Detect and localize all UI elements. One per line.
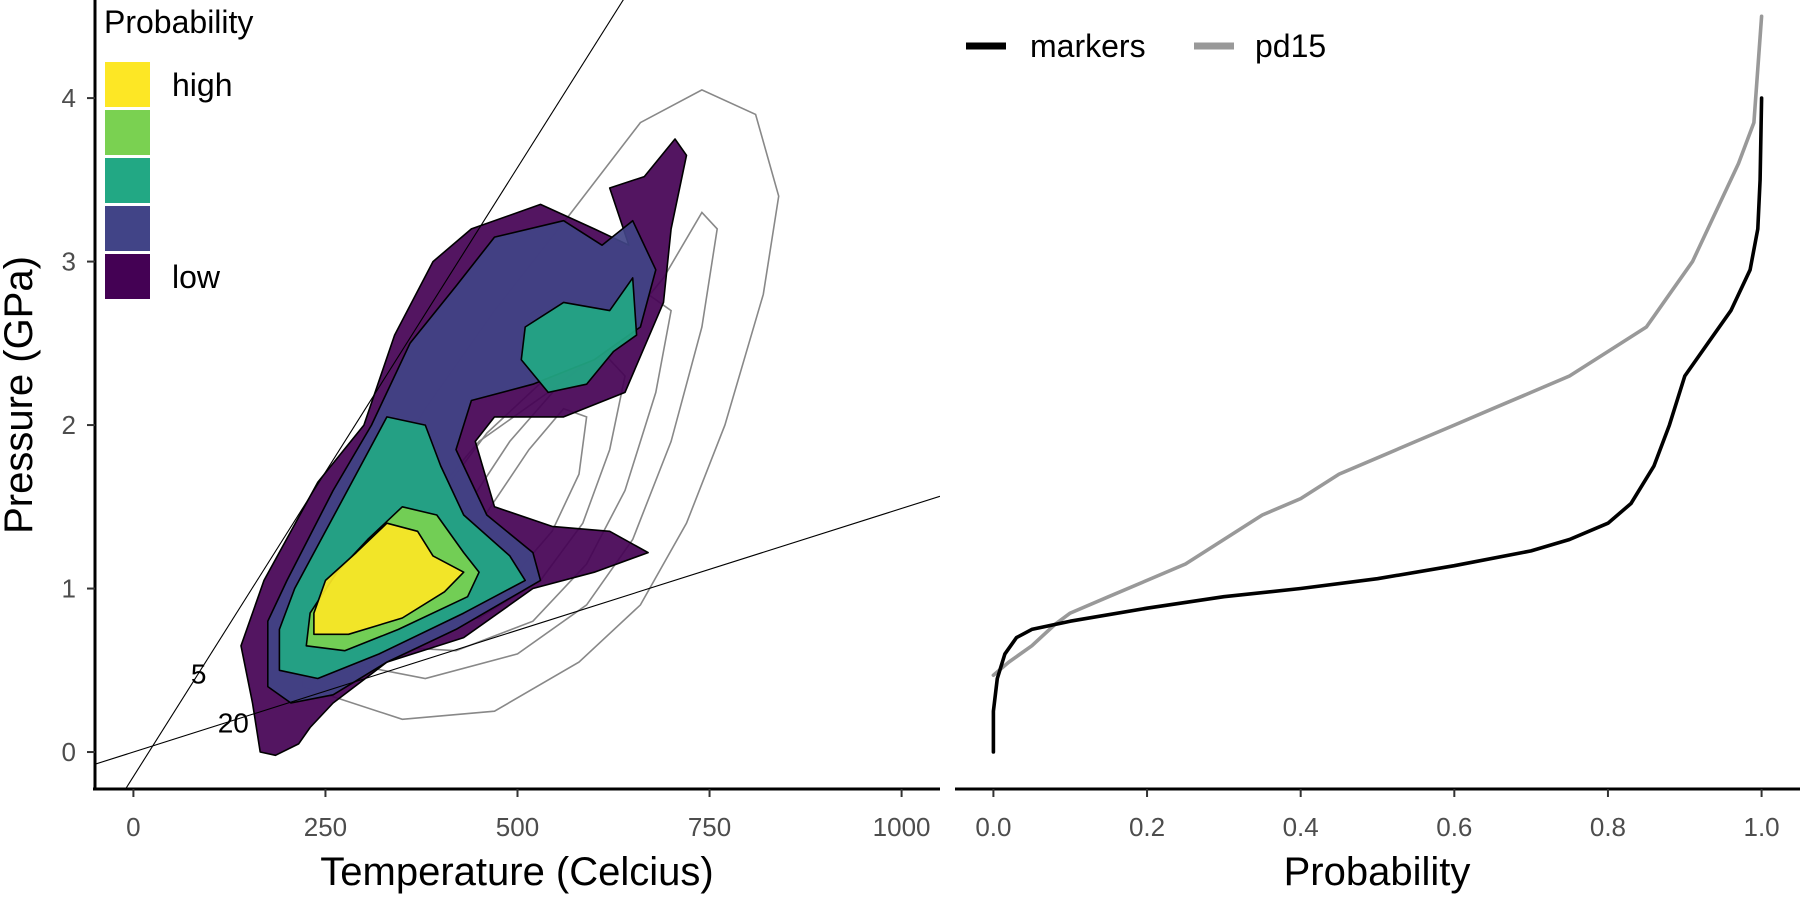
left-x-tick-label-4: 1000 [873,812,931,842]
legend-swatch-2 [103,108,152,157]
right-x-tick-label-2: 0.4 [1283,812,1319,842]
left-axis-ticks: 0 250 500 750 1000 0 1 2 3 4 [62,83,931,842]
left-y-axis-title: Pressure (GPa) [0,256,41,534]
probability-legend: Probability high low [103,4,253,301]
left-panel: 0 250 500 750 1000 0 1 2 3 4 Temperature (Celcius… [0,0,940,894]
legend-label-low: low [172,259,221,295]
filled-region-mid-3 [520,277,638,394]
cdf-plot-area [991,14,1764,754]
left-x-axis-title: Temperature (Celcius) [320,850,713,894]
reference-line-label-20: 20 [218,707,249,738]
legend-swatch-3 [103,156,152,205]
legend-swatch-4 [103,204,152,253]
series-legend: markers pd15 [966,28,1326,64]
left-x-tick-label-0: 0 [126,812,140,842]
legend-label-high: high [172,67,233,103]
contour-plot-area [95,0,940,788]
y-tick-label-3: 3 [62,247,76,277]
right-x-tick-label-3: 0.6 [1436,812,1472,842]
right-axis-ticks: 0.0 0.2 0.4 0.6 0.8 1.0 [975,789,1780,842]
right-x-tick-label-0: 0.0 [975,812,1011,842]
legend-swatch-low [103,252,152,301]
reference-line-5 [125,0,624,788]
series-line-pd15 [991,14,1764,678]
left-x-tick-label-1: 250 [304,812,347,842]
right-x-tick-label-1: 0.2 [1129,812,1165,842]
right-x-tick-label-4: 0.8 [1590,812,1626,842]
y-tick-label-0: 0 [62,737,76,767]
legend-title: Probability [104,4,253,40]
right-panel: 0.0 0.2 0.4 0.6 0.8 1.0 Probability markers p… [955,14,1800,894]
reference-line-label-5: 5 [191,658,207,689]
series-line-markers [991,96,1764,754]
legend-swatch-high [103,60,152,109]
right-x-tick-label-5: 1.0 [1744,812,1780,842]
left-x-tick-label-2: 500 [496,812,539,842]
filled-region-high-5 [313,522,465,636]
legend-label-pd15: pd15 [1255,28,1326,64]
y-tick-label-1: 1 [62,574,76,604]
legend-label-markers: markers [1030,28,1146,64]
y-tick-label-4: 4 [62,83,76,113]
right-x-axis-title: Probability [1284,850,1471,894]
y-tick-label-2: 2 [62,410,76,440]
left-x-tick-label-3: 750 [688,812,731,842]
reference-line-20 [95,495,940,765]
